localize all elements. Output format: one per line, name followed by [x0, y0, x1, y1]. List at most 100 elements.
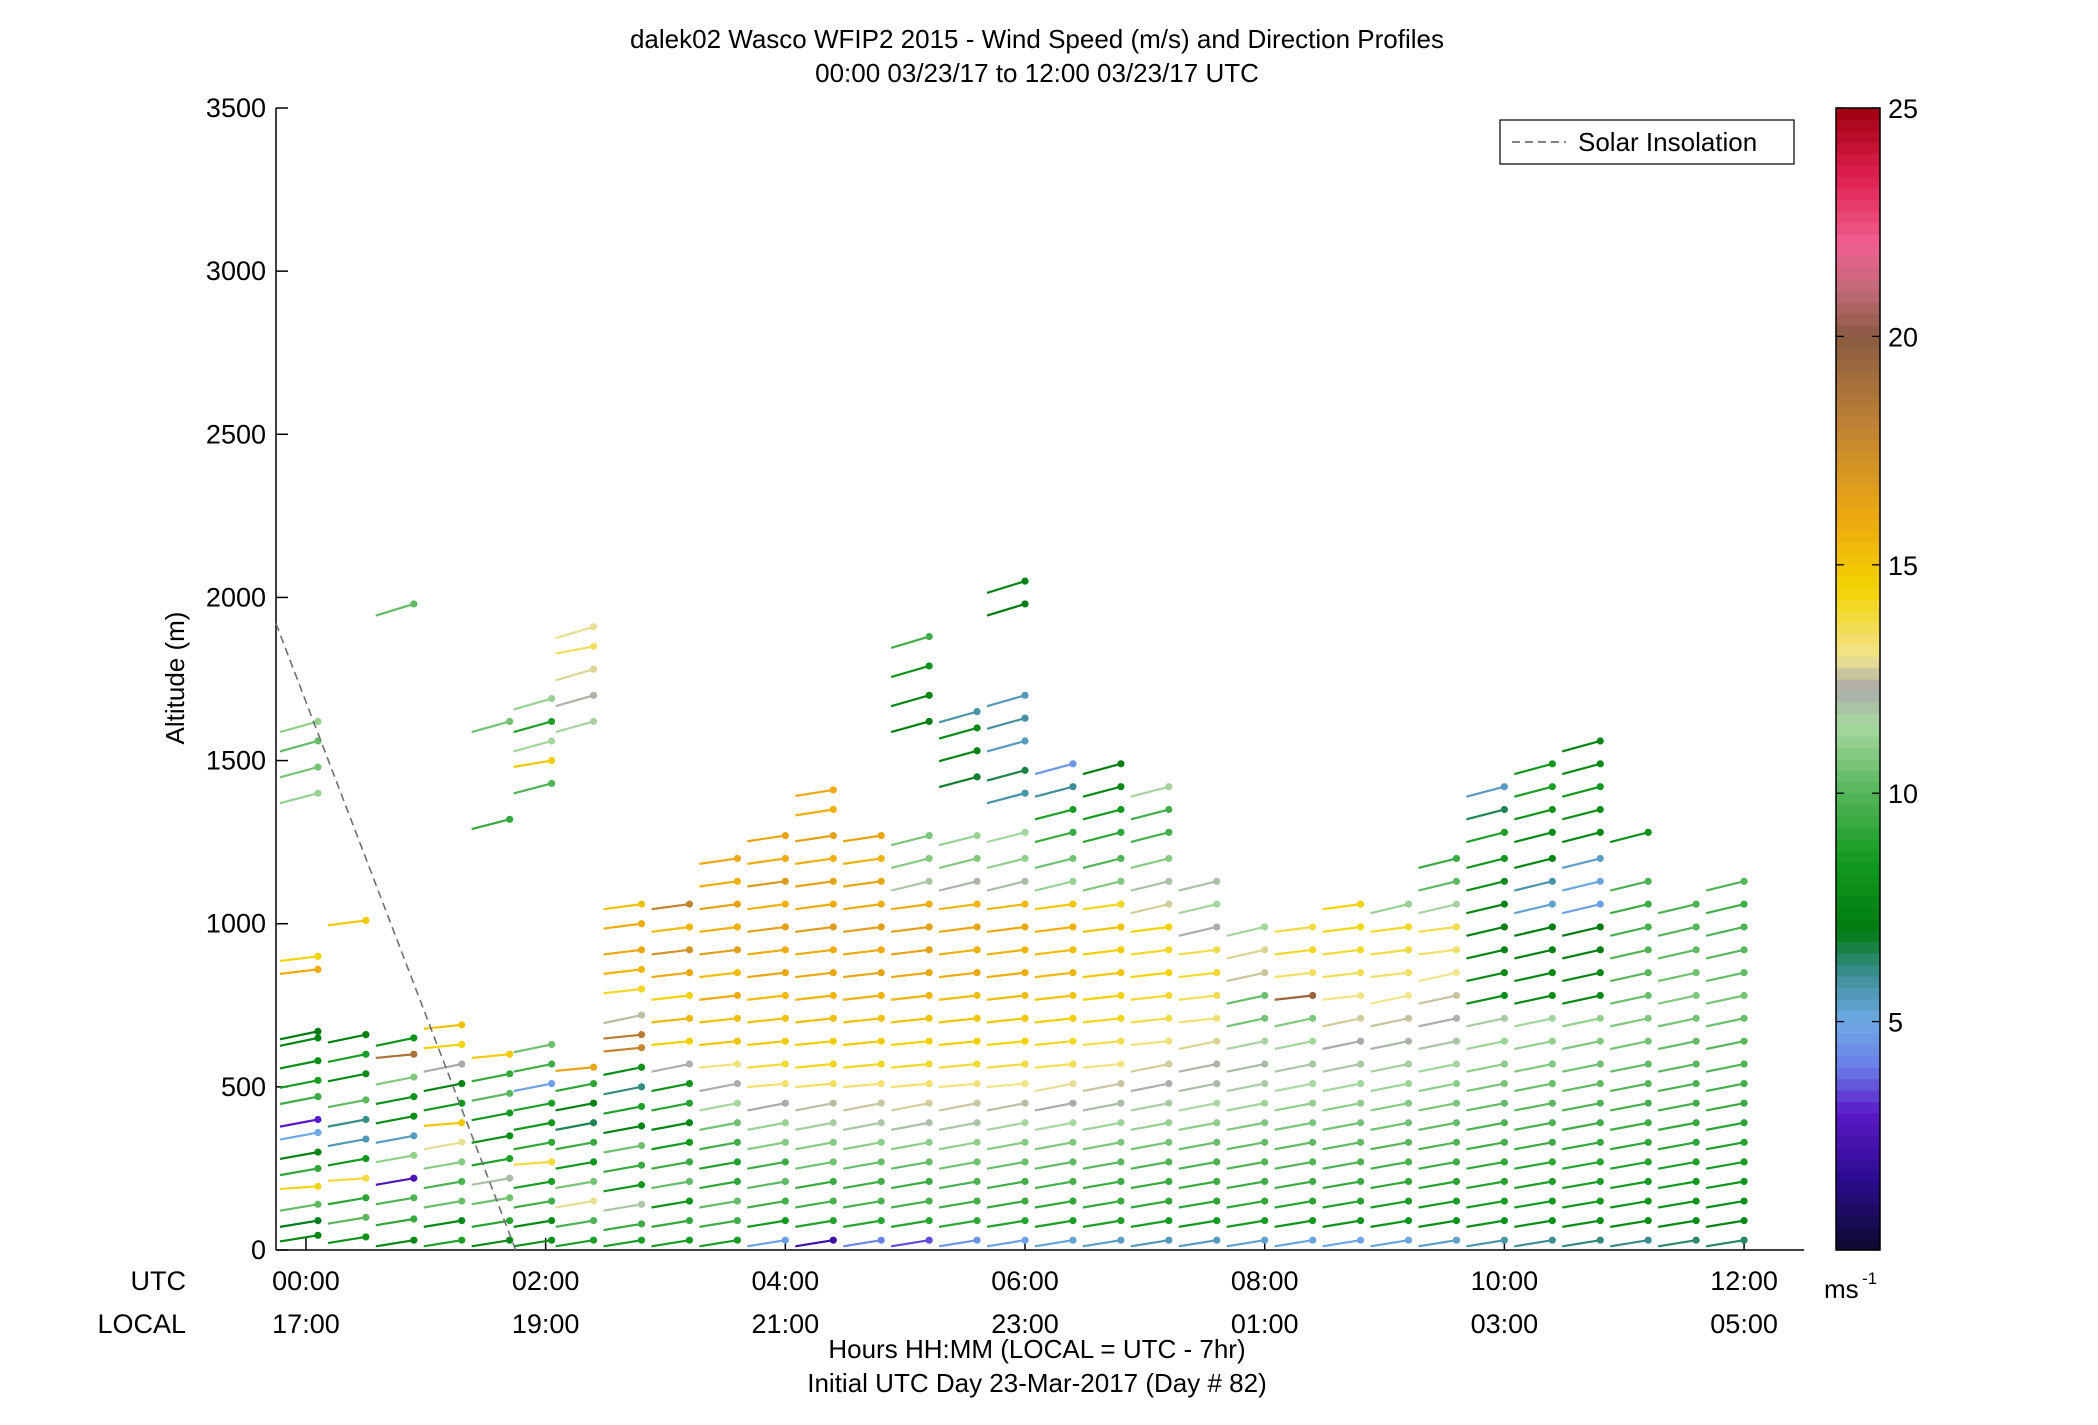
wind-barb-point: [781, 923, 789, 931]
wind-barb-line: [1610, 1199, 1649, 1209]
wind-barb-line: [1514, 971, 1553, 983]
wind-barb-line: [891, 948, 930, 956]
wind-barb-line: [1130, 808, 1170, 821]
wind-barb-line: [1130, 1017, 1169, 1024]
wind-barb-point: [733, 1197, 741, 1205]
colorbar-segment: [1836, 1158, 1880, 1171]
wind-barb-point: [1069, 877, 1077, 885]
wind-barb-line: [795, 880, 834, 888]
wind-barb-point: [829, 1079, 837, 1088]
wind-barb-point: [877, 946, 885, 954]
wind-barb-point: [1356, 1060, 1365, 1068]
x-tick-label-utc: 00:00: [272, 1266, 340, 1296]
y-tick-label: 1500: [206, 746, 266, 776]
wind-barb-point: [637, 985, 646, 993]
wind-barb-point: [1452, 1119, 1461, 1127]
wind-barb-line: [1514, 1040, 1553, 1051]
wind-barb-point: [637, 1220, 646, 1228]
colorbar-segment: [1836, 347, 1880, 360]
wind-barb-line: [1034, 1102, 1074, 1112]
wind-barb-point: [1404, 1217, 1413, 1225]
wind-barb-point: [589, 665, 598, 673]
colorbar-segment: [1836, 279, 1880, 292]
wind-barb-line: [375, 1217, 414, 1227]
wind-barb-point: [1165, 900, 1173, 908]
colorbar-segment: [1836, 439, 1880, 452]
x-tick-label-local: 03:00: [1471, 1309, 1539, 1339]
wind-barb-point: [589, 717, 598, 726]
wind-barb-line: [1130, 1141, 1170, 1151]
wind-barb-line: [555, 645, 594, 655]
wind-barb-line: [1034, 785, 1074, 798]
wind-barb-line: [986, 1062, 1026, 1069]
wind-barb-line: [1130, 1121, 1170, 1131]
wind-barb-point: [925, 1099, 933, 1107]
wind-barb-line: [1082, 994, 1122, 1001]
wind-barb-point: [1261, 1158, 1269, 1166]
colorbar-segment: [1836, 507, 1880, 520]
wind-barb-point: [1740, 969, 1748, 977]
colorbar-segment: [1836, 1101, 1880, 1114]
wind-barb-line: [699, 1219, 738, 1228]
wind-barb-point: [637, 1200, 646, 1208]
wind-barb-line: [699, 1102, 738, 1112]
wind-barb-point: [973, 747, 981, 755]
colorbar-segment: [1836, 530, 1880, 543]
wind-barb-line: [1034, 1062, 1074, 1069]
wind-barb-line: [795, 1219, 834, 1228]
wind-barb-point: [733, 877, 741, 885]
x-tick-label-local: 05:00: [1710, 1309, 1778, 1339]
wind-barb-point: [548, 1197, 556, 1205]
wind-barb-line: [1562, 1180, 1601, 1190]
wind-barb-line: [1130, 1199, 1170, 1209]
wind-barb-line: [555, 1199, 594, 1209]
wind-barb-line: [1178, 1040, 1217, 1051]
wind-barb-line: [1082, 1102, 1122, 1112]
wind-barb-line: [938, 710, 978, 724]
wind-barb-line: [1705, 1082, 1745, 1093]
wind-barb-line: [1657, 1017, 1697, 1028]
wind-barb-point: [1021, 766, 1029, 774]
wind-barb-line: [1609, 971, 1649, 983]
wind-barb-line: [938, 1121, 978, 1131]
wind-barb-point: [1644, 1217, 1652, 1225]
wind-barb-point: [1117, 1177, 1125, 1186]
wind-barb-line: [327, 1157, 367, 1167]
wind-barb-line: [1562, 857, 1601, 869]
wind-barb-line: [1657, 903, 1697, 915]
wind-barb-point: [1500, 1079, 1508, 1088]
wind-barb-point: [829, 900, 837, 908]
wind-barb-point: [1213, 991, 1221, 1000]
wind-barb-point: [1596, 1037, 1604, 1045]
wind-barb-point: [1117, 969, 1125, 977]
wind-barb-point: [733, 1158, 741, 1166]
wind-barb-point: [1644, 1197, 1652, 1205]
wind-barb-line: [1322, 1180, 1361, 1190]
wind-barb-point: [1165, 1197, 1173, 1205]
wind-barb-point: [410, 1050, 418, 1058]
wind-barb-point: [1021, 1014, 1029, 1022]
wind-barb-line: [1466, 1199, 1505, 1209]
wind-barb-line: [1034, 994, 1074, 1001]
wind-barb-point: [1356, 1037, 1365, 1045]
wind-barb-line: [1562, 1062, 1601, 1073]
x-tick-label-utc: 04:00: [752, 1266, 820, 1296]
wind-barb-point: [1021, 1119, 1029, 1127]
wind-barb-line: [513, 1141, 552, 1151]
wind-barb-line: [699, 1239, 738, 1248]
wind-barb-line: [843, 1219, 882, 1228]
wind-barb-point: [925, 991, 933, 1000]
wind-barb-point: [1644, 877, 1652, 885]
wind-barb-line: [471, 1134, 510, 1144]
wind-barb-point: [925, 832, 933, 840]
wind-barb-point: [589, 623, 598, 631]
wind-barb-point: [829, 1060, 837, 1068]
wind-barb-point: [1548, 828, 1556, 836]
wind-barb-point: [1069, 900, 1077, 908]
wind-barb-point: [973, 832, 981, 840]
wind-barb-line: [651, 1082, 690, 1093]
wind-barb-point: [1500, 1197, 1508, 1205]
wind-barb-point: [877, 900, 885, 908]
wind-barb-point: [362, 1050, 370, 1058]
wind-barb-point: [458, 1040, 466, 1049]
